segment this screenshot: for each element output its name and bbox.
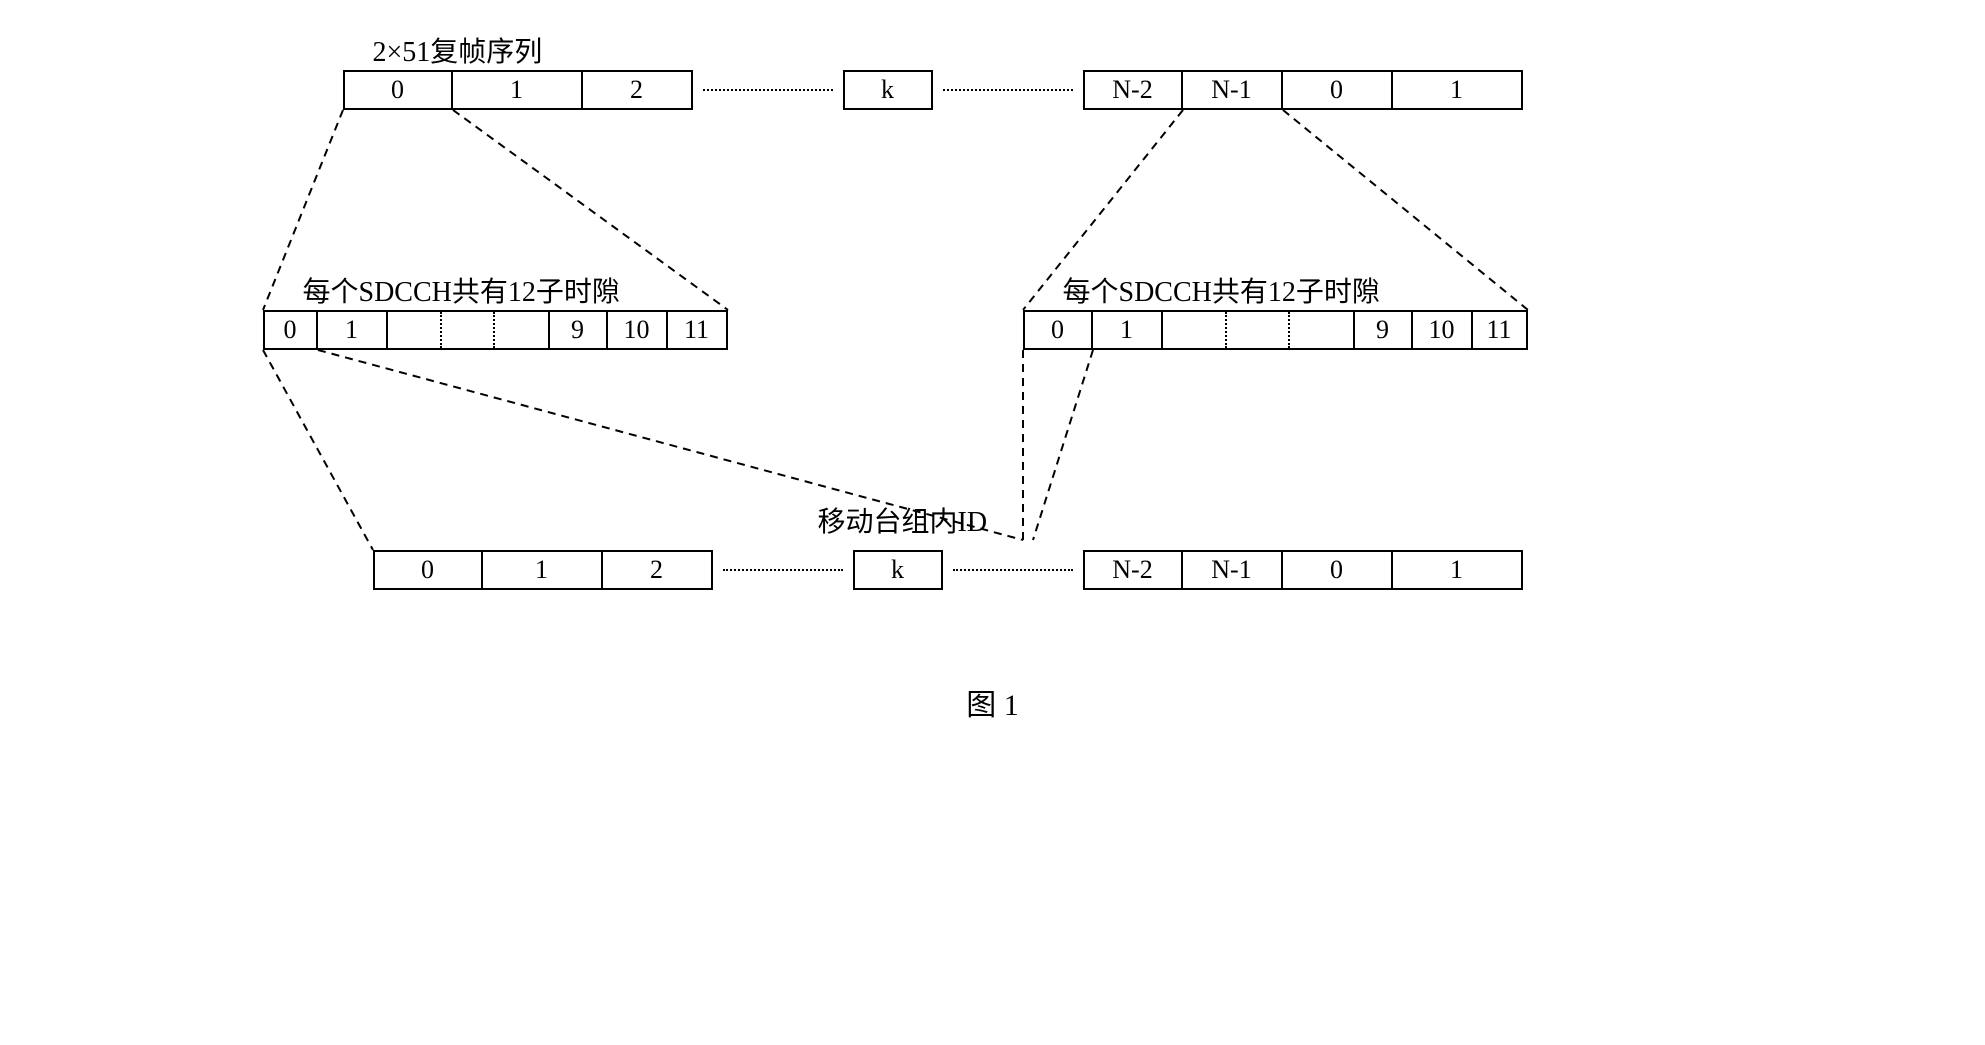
sdcch-left-label: 每个SDCCH共有12子时隙 (303, 270, 620, 310)
frame-cell: 1 (1393, 70, 1523, 110)
slot-cell: 10 (608, 310, 668, 350)
figure-caption: 图 1 (966, 680, 1019, 724)
slot-cell: 1 (318, 310, 388, 350)
top-frame-sequence: 0 1 2 k N-2 N-1 0 1 (343, 70, 1523, 110)
frame-cell: 0 (343, 70, 453, 110)
sdcch-slots-left: 0 1 9 10 11 (263, 310, 728, 350)
id-cell: 1 (1393, 550, 1523, 590)
frame-cell: 0 (1283, 70, 1393, 110)
id-cell: 0 (1283, 550, 1393, 590)
slot-cell: 9 (1353, 310, 1413, 350)
slot-cell: 11 (668, 310, 728, 350)
id-cell: 1 (483, 550, 603, 590)
frame-cell: k (843, 70, 933, 110)
id-cell: k (853, 550, 943, 590)
slot-cell: 0 (263, 310, 318, 350)
frame-cell: 1 (453, 70, 583, 110)
id-cell: 2 (603, 550, 713, 590)
sdcch-right-label: 每个SDCCH共有12子时隙 (1063, 270, 1380, 310)
expansion-lines (243, 20, 1743, 740)
frame-structure-diagram: 2×51复帧序列 0 1 2 k N-2 N-1 0 1 每个SDCCH共有12… (243, 20, 1743, 740)
slot-cell: 1 (1093, 310, 1163, 350)
mobile-group-label: 移动台组内ID (818, 500, 988, 540)
slot-cell: 9 (548, 310, 608, 350)
top-sequence-label: 2×51复帧序列 (373, 30, 543, 70)
id-cell: N-1 (1183, 550, 1283, 590)
slot-cell: 0 (1023, 310, 1093, 350)
frame-cell: N-1 (1183, 70, 1283, 110)
frame-cell: N-2 (1083, 70, 1183, 110)
frame-cell: 2 (583, 70, 693, 110)
id-cell: 0 (373, 550, 483, 590)
sdcch-slots-right: 0 1 9 10 11 (1023, 310, 1528, 350)
slot-cell: 11 (1473, 310, 1528, 350)
id-cell: N-2 (1083, 550, 1183, 590)
bottom-id-sequence: 0 1 2 k N-2 N-1 0 1 (373, 550, 1523, 590)
slot-cell: 10 (1413, 310, 1473, 350)
